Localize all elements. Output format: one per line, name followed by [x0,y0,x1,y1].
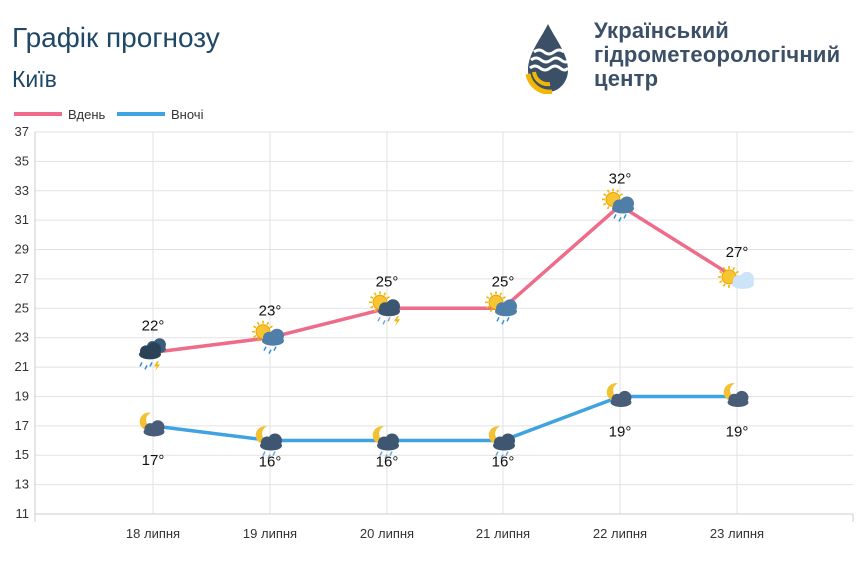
y-tick-label: 17 [15,418,29,433]
y-tick-label: 31 [15,212,29,227]
x-tick-label: 20 липня [360,526,414,541]
legend-label: Вдень [68,107,106,122]
x-tick-label: 18 липня [126,526,180,541]
moon-cloud-rain-icon [372,426,399,459]
ukrhydromet-logo-icon [525,24,571,94]
sun-thunderstorm-icon [369,291,400,327]
moon-cloud-icon [723,383,749,408]
y-tick-label: 21 [15,359,29,374]
sun-cloud-icon [718,265,754,289]
data-label: 23° [259,303,282,320]
x-tick-label: 23 липня [710,526,764,541]
legend-label: Вночі [171,107,204,122]
data-label: 27° [726,244,749,261]
moon-cloud-icon [606,383,632,408]
data-label: 25° [492,273,515,290]
y-tick-label: 13 [15,477,29,492]
data-label: 16° [376,454,399,471]
moon-cloud-rain-icon [488,426,515,459]
y-tick-label: 19 [15,388,29,403]
series-line-day [152,203,738,355]
page-title: Графік прогнозу [12,22,220,53]
moon-cloud-rain-icon [255,426,282,459]
x-tick-label: 21 липня [476,526,530,541]
sun-cloud-rain-icon [252,320,284,355]
y-tick-label: 37 [15,124,29,139]
y-tick-label: 27 [15,271,29,286]
y-tick-label: 23 [15,330,29,345]
organization-name: Український гідрометеорологічний центр [594,18,841,91]
y-tick-label: 35 [15,153,29,168]
data-label: 16° [259,454,282,471]
moon-cloud-icon [139,412,165,437]
data-label: 19° [609,423,632,440]
series-line-night [152,394,737,443]
y-tick-label: 29 [15,242,29,257]
y-tick-label: 15 [15,447,29,462]
data-label: 25° [376,273,399,290]
sun-cloud-rain-icon [485,291,517,325]
data-label: 32° [609,170,632,187]
city-name: Київ [12,66,57,92]
data-label: 16° [492,454,515,471]
data-label: 19° [726,423,749,440]
y-tick-label: 11 [16,506,30,521]
y-tick-label: 25 [15,300,29,315]
data-label: 22° [142,317,165,334]
thunderstorm-icon [139,338,166,372]
sun-cloud-rain-icon [602,188,634,222]
data-label: 17° [142,452,165,469]
x-tick-label: 19 липня [243,526,297,541]
y-tick-label: 33 [15,183,29,198]
x-tick-label: 22 липня [593,526,647,541]
